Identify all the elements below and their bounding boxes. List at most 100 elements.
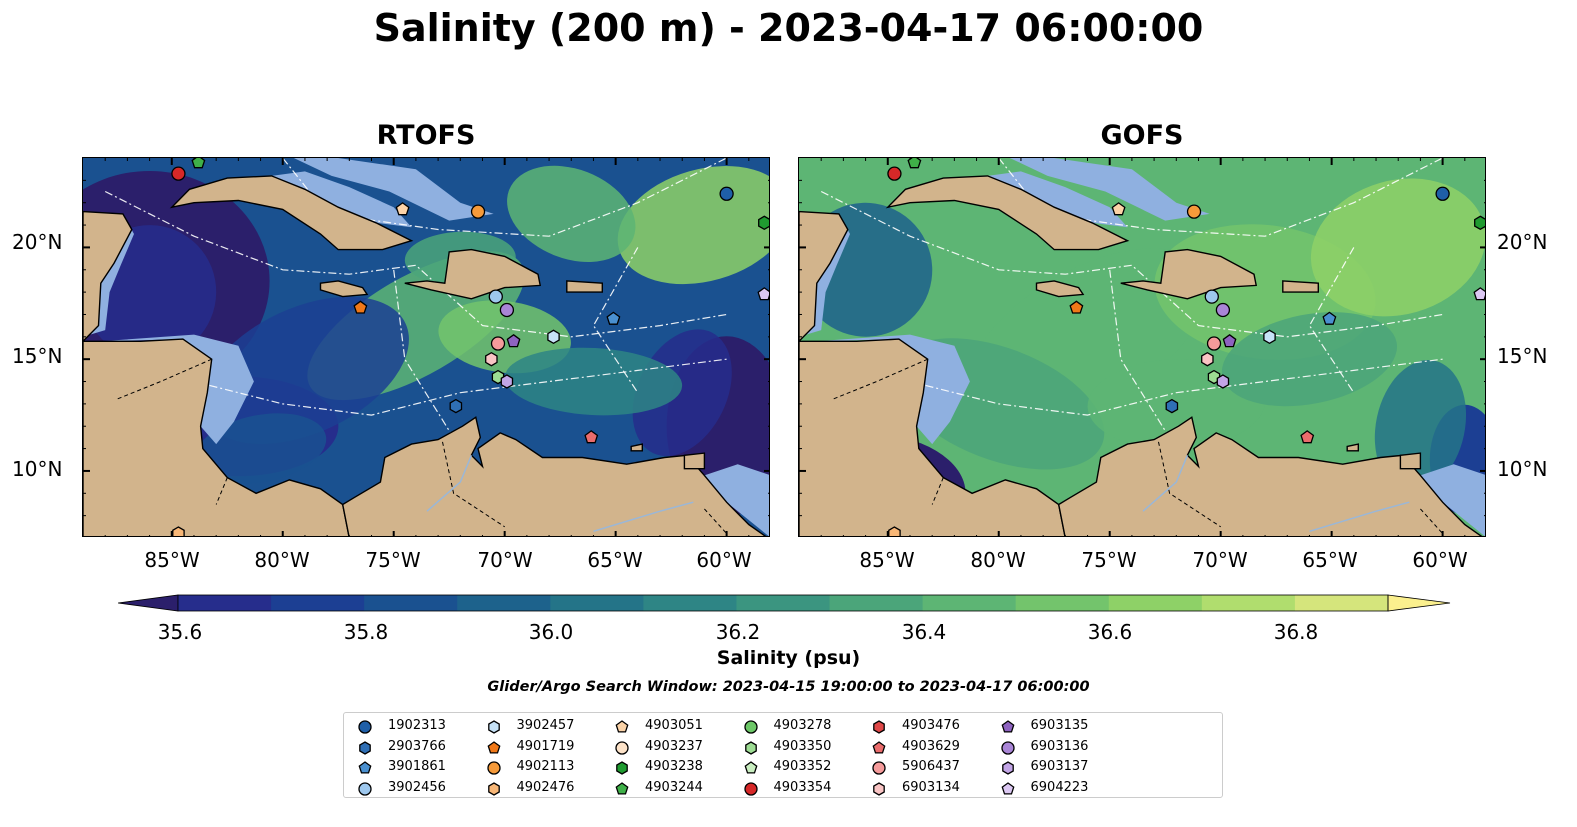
lat-label-15n-right: 15°N [1497,344,1548,368]
legend-marker-icon [743,720,758,734]
float-marker-6903134 [1201,351,1214,367]
salinity-eddy [632,329,732,457]
lat-label-20n-left: 20°N [12,230,63,254]
float-marker-5906437 [1206,336,1222,351]
eez-boundary [193,358,727,416]
colorbar-label: Salinity (psu) [716,647,861,669]
legend-marker-icon [1000,740,1015,755]
legend-marker-icon [744,761,757,774]
legend-marker-icon [487,781,500,796]
float-marker-6903137 [1216,374,1230,389]
legend-label: 4903244 [645,779,703,795]
legend-item-4902476: 4902476 [485,778,605,798]
colorbar-segment [829,595,924,611]
legend-item-4901719: 4901719 [485,737,605,757]
shallow-shelf [293,158,494,221]
legend-item-4903476: 4903476 [870,716,990,736]
legend-label: 6903136 [1030,738,1089,754]
colorbar-segment [178,595,272,611]
lat-label-15n-left: 15°N [12,344,63,368]
colorbar-segment [271,595,365,611]
legend-marker-icon [486,761,501,775]
float-marker-4903354 [887,166,902,181]
legend-marker-icon [873,781,885,796]
country-border [704,508,727,534]
float-marker-3902457 [1263,329,1276,345]
legend-item-4903354: 4903354 [742,778,862,798]
country-border [832,358,928,400]
legend-item-6903137: 6903137 [999,757,1119,777]
land-puertorico [566,280,603,293]
legend-marker-icon [615,781,629,795]
legend-item-3901861: 3901861 [356,757,476,777]
colorbar-tick: 36.2 [715,620,761,644]
colorbar-segment [643,595,737,611]
shallow-shelf [1420,464,1485,536]
land-margarita [630,443,643,452]
lon-label-85w: 85°W [859,548,915,572]
float-marker-4903244 [907,158,922,169]
colorbar-segment [1294,595,1389,611]
float-marker-2903766 [1165,398,1179,414]
eez-boundary [393,269,461,449]
country-border [1420,508,1443,534]
country-border [442,441,505,528]
legend-label: 6903135 [1030,718,1089,733]
colorbar-segment [457,595,551,611]
land-yucatan [83,210,133,343]
float-marker-6903136 [499,302,515,318]
lon-label-80w: 80°W [970,548,1026,572]
float-marker-6903135 [506,333,521,348]
legend-item-4903350: 4903350 [742,737,862,757]
legend-marker-icon [873,781,885,796]
colorbar-segment [736,595,831,611]
colorbar-segment [1015,595,1110,611]
eez-boundary [1109,269,1177,449]
lat-label-10n-right: 10°N [1497,457,1548,481]
colorbar-tick: 36.6 [1087,620,1133,644]
legend-item-1902313: 1902313 [356,716,476,736]
colorbar-segment [364,595,458,611]
legend-item-2903766: 2903766 [356,737,476,757]
colorbar-tick: 36.4 [901,620,947,644]
legend-marker-icon [1001,720,1014,733]
legend-marker-icon [873,720,885,734]
legend-label: 6904223 [1030,779,1089,795]
colorbar-frame [177,594,1389,612]
legend-label: 4903051 [645,718,703,733]
float-marker-4902476 [172,526,185,536]
salinity-eddy [617,166,769,285]
legend-marker-icon [872,761,886,775]
legend-marker-icon [744,740,757,755]
legend-label: 6903134 [902,779,960,795]
legend-label: 4903476 [902,718,960,733]
river [593,501,694,533]
float-marker-6903136 [1215,302,1231,318]
float-marker-4903238 [758,215,769,231]
legend-marker-icon [872,740,886,754]
colorbar-tick: 35.6 [157,620,203,644]
land-puertorico [1282,280,1319,293]
search-window-caption: Glider/Argo Search Window: 2023-04-15 19… [487,679,1090,695]
colorbar-tick: 36.8 [1273,620,1319,644]
panel-title-rtofs: RTOFS [376,120,476,151]
legend-marker-icon [744,761,757,774]
legend-item-6903135: 6903135 [999,716,1119,736]
lat-label-10n-left: 10°N [12,457,63,481]
legend-marker-icon [359,740,371,755]
legend-label: 4903278 [773,718,832,733]
legend-marker-icon [873,720,885,734]
legend-marker-icon [358,720,372,734]
legend-item-4902113: 4902113 [485,757,605,777]
legend-marker-icon [358,761,372,774]
legend-item-3902457: 3902457 [485,716,605,736]
legend-label: 4902113 [516,759,575,774]
legend-marker-icon [615,720,629,733]
country-border [1158,441,1221,528]
legend-marker-icon [872,740,886,754]
float-marker-6903137 [500,374,514,389]
land-cuba [169,175,414,251]
legend-label: 3901861 [388,759,446,774]
lon-label-70w: 70°W [1192,548,1248,572]
salinity-eddy [194,413,327,484]
